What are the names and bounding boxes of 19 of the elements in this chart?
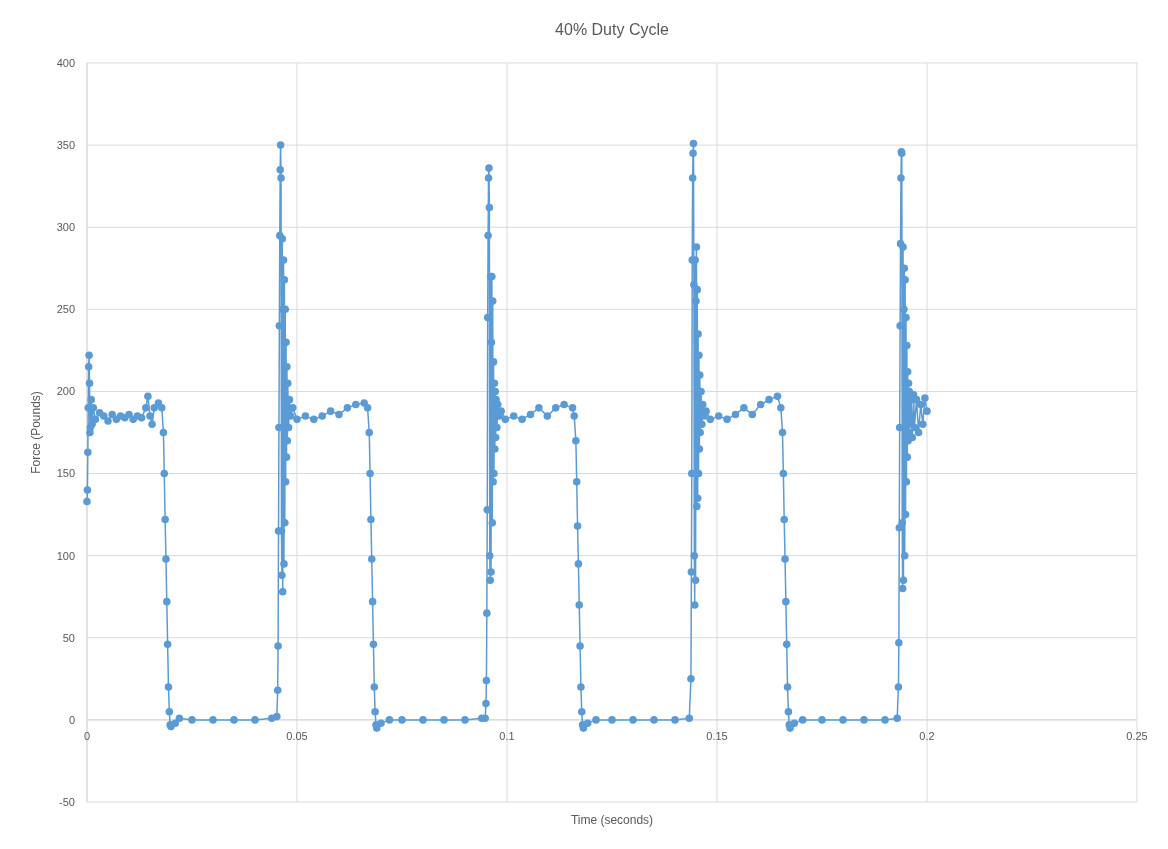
x-tick-label: 0.2 — [919, 729, 935, 742]
y-tick-label: 400 — [56, 56, 75, 69]
y-tick-label: 100 — [56, 549, 75, 562]
x-tick-label: 0.05 — [286, 729, 308, 742]
y-tick-label: 300 — [56, 221, 75, 234]
x-tick-label: 0.1 — [499, 729, 515, 742]
y-axis-title: Force (Pounds) — [29, 391, 43, 474]
x-tick-label: 0 — [83, 729, 91, 742]
x-axis-title: Time (seconds) — [570, 813, 654, 827]
y-tick-label: 200 — [56, 385, 75, 398]
y-tick-label: 50 — [62, 631, 75, 644]
y-tick-label: 0 — [68, 713, 75, 726]
x-tick-label: 0.15 — [706, 729, 728, 742]
y-tick-label: 150 — [56, 467, 75, 480]
y-tick-label: -50 — [59, 795, 75, 808]
chart-title: 40% Duty Cycle — [555, 21, 670, 38]
x-tick-label: 0.25 — [1126, 729, 1148, 742]
y-tick-label: 350 — [56, 138, 75, 151]
y-tick-label: 250 — [56, 303, 75, 316]
